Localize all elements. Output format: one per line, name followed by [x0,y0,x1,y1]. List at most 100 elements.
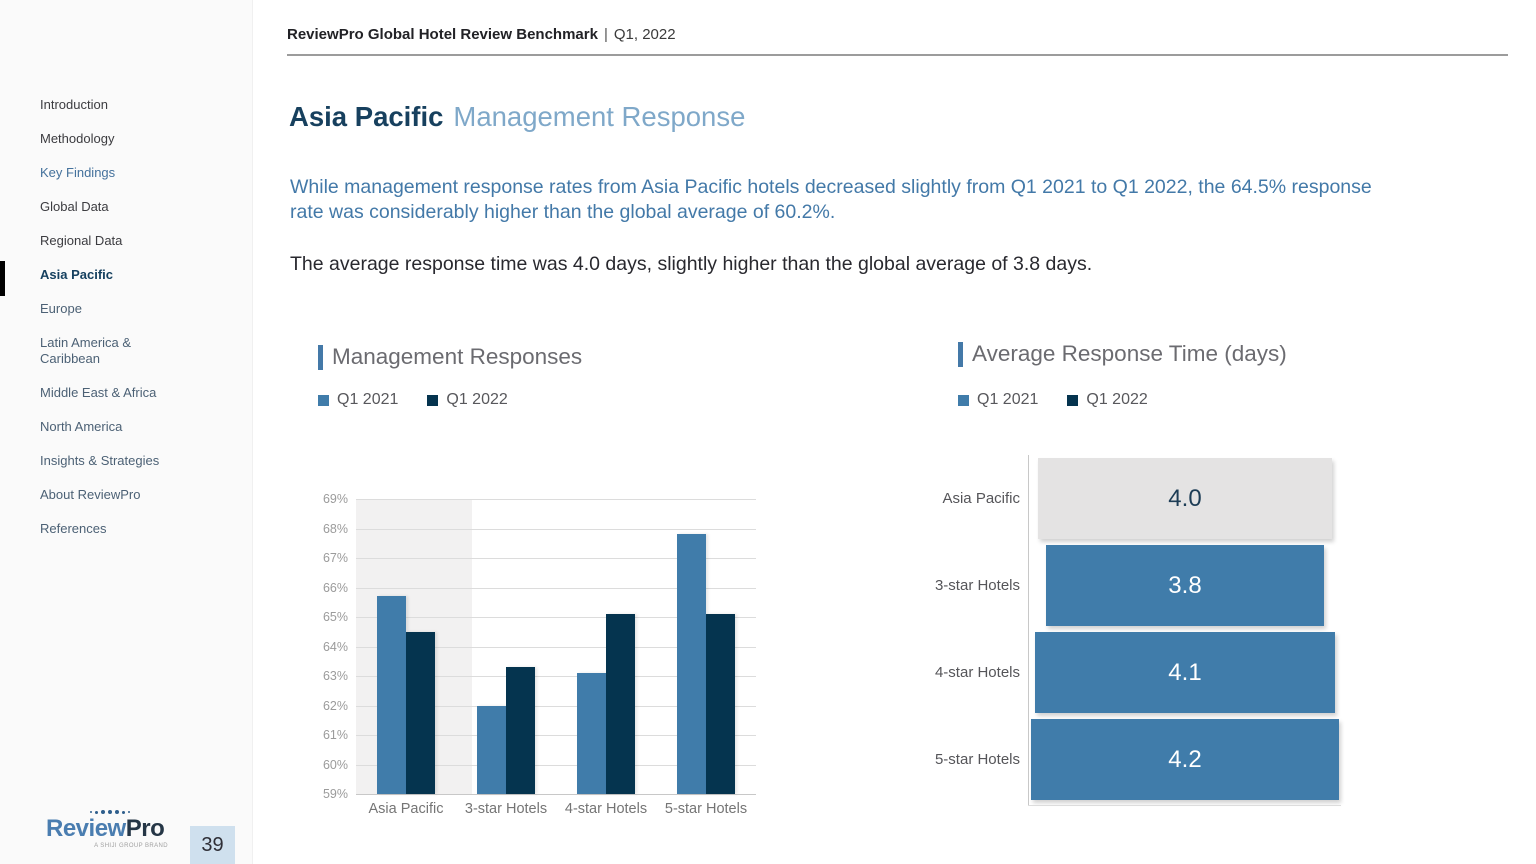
gridline [356,499,756,500]
chart2-baseline [1028,805,1341,806]
chart2-title: Average Response Time (days) [958,341,1287,367]
gridline [356,764,756,766]
logo-tagline: A SHIJI GROUP BRAND [94,843,168,849]
y-axis-tick: 63% [322,669,348,683]
logo-dot [90,811,92,813]
page-number-badge: 39 [190,826,235,864]
chart1-title-text: Management Responses [332,344,583,369]
y-axis-tick: 61% [322,728,348,742]
page-title-topic: Management Response [453,101,746,133]
sidebar-item-regional-data[interactable]: Regional Data [40,233,123,248]
chart1-title: Management Responses [318,344,582,370]
chart2-legend: Q1 2021 Q1 2022 [958,391,1177,409]
y-axis-tick: 66% [322,580,348,595]
chart2-title-accent [958,341,963,367]
hbar-5-star-hotels: 4.2 [1030,719,1340,800]
gridline [356,676,756,677]
summary-paragraph-body: The average response time was 4.0 days, … [290,252,1093,275]
summary-line-2: rate was considerably higher than the gl… [290,201,836,223]
summary-line-1: While management response rates from Asi… [290,175,1372,198]
logo-dot [115,810,119,814]
sidebar-item-insights-strategies[interactable]: Insights & Strategies [40,453,160,468]
bar-4-star-hotels-q1-2021 [577,673,606,794]
sidebar-item-asia-pacific[interactable]: Asia Pacific [40,267,113,282]
chart2-category-5-star-hotels: 5-star Hotels [934,750,1020,768]
legend-item-q1-2022: Q1 2022 [1067,391,1148,409]
report-header-separator: | [603,26,608,43]
legend-swatch-icon [427,394,439,406]
gridline [356,794,756,795]
gridline [356,646,756,648]
logo-text-review: Review [46,815,126,842]
page-title: Asia Pacific Management Response [289,101,745,133]
header-divider [287,54,1508,56]
logo-dot [128,811,130,813]
sidebar-item-introduction[interactable]: Introduction [40,97,108,112]
report-header-period: Q1, 2022 [613,26,676,43]
x-axis-label-3-star-hotels: 3-star Hotels [464,801,548,817]
x-axis-label-4-star-hotels: 4-star Hotels [564,801,648,817]
summary-paragraph-highlight: While management response rates from Asi… [290,175,1470,226]
gridline [356,735,756,736]
sidebar-item-references[interactable]: References [40,521,107,536]
chart1-plot-area: 69% 68% 67% 66% 65% 64% 63% 62% 61% 60% 59% Asia Pa… [323,492,756,817]
legend-label: Q1 2022 [446,391,508,408]
chart1-title-accent [318,344,323,370]
chart2-plot-area: 4.0 3.8 4.1 4.2 [1028,455,1341,805]
legend-item-q1-2021: Q1 2021 [318,391,398,409]
legend-swatch-icon [318,394,329,406]
logo-dot [108,810,112,814]
y-axis-tick: 62% [322,698,348,713]
hbar-value-label: 4.2 [1168,745,1202,773]
sidebar-item-global-data[interactable]: Global Data [40,199,109,214]
gridline [356,528,756,530]
y-axis-tick: 69% [322,492,348,506]
bar-3-star-hotels-q1-2021 [477,705,506,794]
page-number: 39 [201,833,224,856]
chart1-legend: Q1 2021 Q1 2022 [318,391,537,409]
gridline [356,587,756,589]
chart2-category-3-star-hotels: 3-star Hotels [934,576,1020,594]
sidebar-item-middle-east-africa[interactable]: Middle East & Africa [40,385,157,400]
chart2-category-4-star-hotels: 4-star Hotels [934,663,1020,681]
sidebar-item-key-findings[interactable]: Key Findings [40,165,116,180]
gridline [356,558,756,559]
y-axis-tick: 68% [322,521,348,536]
hbar-value-label: 4.1 [1168,658,1202,686]
y-axis-tick: 59% [322,787,348,801]
sidebar-item-north-america[interactable]: North America [40,419,123,434]
x-axis-label-asia-pacific: Asia Pacific [368,801,444,817]
legend-item-q1-2021: Q1 2021 [958,391,1038,409]
hbar-value-label: 3.8 [1168,571,1202,599]
page-title-region: Asia Pacific [289,101,444,133]
sidebar-item-europe[interactable]: Europe [40,301,82,316]
logo-dot [95,810,98,814]
bar-3-star-hotels-q1-2022 [506,667,535,794]
y-axis-tick: 64% [322,639,348,654]
report-header: ReviewPro Global Hotel Review Benchmark |… [287,26,676,43]
bar-asia-pacific-q1-2021 [377,596,406,794]
sidebar-item-latin-america-caribbean[interactable]: Latin America & Caribbean [40,335,132,366]
legend-swatch-icon [958,394,969,406]
sidebar: Introduction Methodology Key Findings Globa… [0,0,253,864]
logo-dot [101,810,105,814]
legend-label: Q1 2021 [337,391,399,408]
legend-item-q1-2022: Q1 2022 [427,391,508,409]
gridline [356,617,756,618]
hbar-value-label: 4.0 [1168,484,1202,512]
logo-dots-icon [46,809,168,815]
bar-5-star-hotels-q1-2021 [677,534,706,794]
hbar-3-star-hotels: 3.8 [1045,545,1325,626]
active-item-marker [0,261,5,296]
y-axis-tick: 65% [322,610,348,624]
logo-text-pro: Pro [125,815,165,842]
bar-5-star-hotels-q1-2022 [706,614,735,794]
sidebar-item-methodology[interactable]: Methodology [40,131,115,146]
sidebar-nav: Introduction Methodology Key Findings Globa… [40,97,170,555]
sidebar-item-about-reviewpro[interactable]: About ReviewPro [40,487,141,502]
reviewpro-logo: ReviewPro A SHIJI GROUP BRAND [46,809,168,849]
logo-text: ReviewPro [46,816,168,842]
hbar-4-star-hotels: 4.1 [1034,632,1336,713]
bar-asia-pacific-q1-2022 [406,631,435,794]
hbar-asia-pacific: 4.0 [1038,458,1332,539]
